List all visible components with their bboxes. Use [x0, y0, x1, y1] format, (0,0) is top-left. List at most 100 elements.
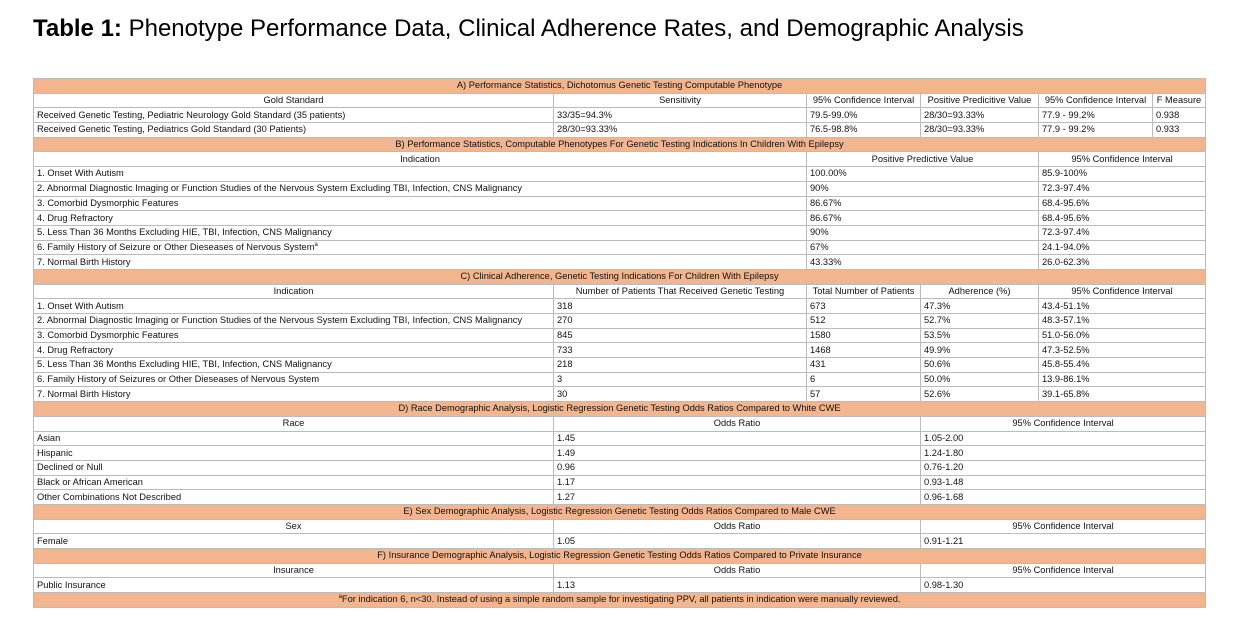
- table-cell: 270: [553, 313, 807, 329]
- data-row: Received Genetic Testing, Pediatric Neur…: [33, 107, 1207, 124]
- table-cell: Black or African American: [33, 474, 554, 491]
- table-cell: 1.45: [553, 430, 921, 447]
- table-cell: 4. Drug Refractory: [33, 210, 807, 226]
- table-cell: 6. Family History of Seizure or Other Di…: [33, 239, 807, 256]
- table-cell: Received Genetic Testing, Pediatric Neur…: [33, 107, 554, 124]
- table-cell: 1.24-1.80: [919, 445, 1207, 461]
- header-row: Race Odds Ratio 95% Confidence Interval: [33, 415, 1207, 432]
- data-row: 5. Less Than 36 Months Excluding HIE, TB…: [33, 357, 1207, 373]
- table-cell: 7. Normal Birth History: [33, 254, 807, 270]
- data-row: 1. Onset With Autism 100.00% 85.9-100%: [33, 166, 1207, 182]
- footnote: aFor indication 6, n<30. Instead of usin…: [32, 592, 1207, 608]
- header-row: Indication Positive Predictive Value 95% C…: [33, 151, 1207, 168]
- table-cell: Other Combinations Not Described: [33, 489, 554, 505]
- table-cell: 68.4-95.6%: [1037, 210, 1207, 226]
- table-cell: Asian: [33, 430, 554, 447]
- column-header: Gold Standard: [33, 92, 554, 109]
- section-row: A) Performance Statistics, Dichotomus Ge…: [32, 78, 1207, 94]
- column-header: 95% Confidence Interval: [806, 92, 921, 109]
- data-row: 3. Comorbid Dysmorphic Features 86.67% 68.…: [33, 195, 1207, 212]
- table-cell: 318: [553, 298, 807, 314]
- table-cell: 2. Abnormal Diagnostic Imaging or Functi…: [33, 313, 554, 329]
- header-row: Insurance Odds Ratio 95% Confidence Interv…: [33, 562, 1207, 579]
- data-row: 7. Normal Birth History 43.33% 26.0-62.3%: [33, 254, 1207, 270]
- footnote-marker: a: [314, 241, 318, 248]
- table-cell: 86.67%: [806, 210, 1039, 226]
- data-row: Black or African American 1.17 0.93-1.48: [33, 474, 1207, 491]
- data-row: 7. Normal Birth History 30 57 52.6% 39.1-65.…: [33, 386, 1207, 403]
- table-cell: 0.76-1.20: [919, 459, 1207, 476]
- table-cell: 6. Family History of Seizures or Other D…: [33, 371, 554, 388]
- column-header: Race: [33, 415, 554, 432]
- table-cell: 76.5-98.8%: [806, 122, 921, 138]
- column-header: Odds Ratio: [553, 415, 921, 432]
- table-cell: 67%: [806, 239, 1039, 256]
- table-cell: 51.0-56.0%: [1037, 327, 1207, 344]
- table-cell: 49.9%: [920, 342, 1039, 359]
- data-row: Declined or Null 0.96 0.76-1.20: [33, 459, 1207, 476]
- table-cell: Public Insurance: [33, 577, 554, 594]
- column-header: 95% Confidence Interval: [1037, 151, 1207, 168]
- table-cell: 0.96: [553, 459, 921, 476]
- data-row: 3. Comorbid Dysmorphic Features 845 1580 53…: [33, 327, 1207, 344]
- column-header: Sex: [33, 518, 554, 535]
- table-cell: 218: [553, 357, 807, 373]
- table-cell: 1.05-2.00: [919, 430, 1207, 447]
- table-cell: 1.05: [553, 533, 921, 549]
- table-cell: 4. Drug Refractory: [33, 342, 554, 359]
- data-row: 6. Family History of Seizures or Other D…: [33, 371, 1207, 388]
- table-cell: 72.3-97.4%: [1037, 224, 1207, 241]
- column-header: Sensitivity: [553, 92, 807, 109]
- column-header: F Measure: [1151, 92, 1207, 109]
- table-cell: 85.9-100%: [1037, 166, 1207, 182]
- section-title: C) Clinical Adherence, Genetic Testing I…: [32, 268, 1207, 285]
- table-cell: 86.67%: [806, 195, 1039, 212]
- cell-text: 6. Family History of Seizure or Other Di…: [37, 241, 315, 252]
- table-cell: 3. Comorbid Dysmorphic Features: [33, 195, 807, 212]
- column-header: Positive Predicitive Value: [920, 92, 1039, 109]
- data-row: 1. Onset With Autism 318 673 47.3% 43.4-51.1…: [33, 298, 1207, 314]
- footnote-row: aFor indication 6, n<30. Instead of usin…: [32, 592, 1207, 608]
- table-cell: 6: [806, 371, 921, 388]
- section-row: C) Clinical Adherence, Genetic Testing I…: [32, 268, 1207, 285]
- header-row: Indication Number of Patients That Receiv…: [33, 283, 1207, 300]
- data-row: 4. Drug Refractory 86.67% 68.4-95.6%: [33, 210, 1207, 226]
- table-cell: 845: [553, 327, 807, 344]
- table-cell: 43.33%: [806, 254, 1039, 270]
- table-cell: 0.96-1.68: [919, 489, 1207, 505]
- column-header: 95% Confidence Interval: [1038, 92, 1153, 109]
- table-cell: 1. Onset With Autism: [33, 166, 807, 182]
- data-row: Other Combinations Not Described 1.27 0.96…: [33, 489, 1207, 505]
- data-table: A) Performance Statistics, Dichotomus Ge…: [32, 78, 1207, 608]
- data-row: Received Genetic Testing, Pediatrics Gol…: [33, 122, 1207, 138]
- table-cell: Received Genetic Testing, Pediatrics Gol…: [33, 122, 554, 138]
- table-cell: Hispanic: [33, 445, 554, 461]
- table-cell: 30: [553, 386, 807, 403]
- header-row: Gold Standard Sensitivity 95% Confidence I…: [33, 92, 1207, 109]
- table-cell: 77.9 - 99.2%: [1038, 122, 1153, 138]
- column-header: 95% Confidence Interval: [919, 518, 1207, 535]
- table-cell: 52.7%: [920, 313, 1039, 329]
- table-cell: 33/35=94.3%: [553, 107, 807, 124]
- section-title: F) Insurance Demographic Analysis, Logis…: [32, 548, 1207, 564]
- table-cell: 77.9 - 99.2%: [1038, 107, 1153, 124]
- table-cell: 90%: [806, 224, 1039, 241]
- column-header: Insurance: [33, 562, 554, 579]
- table-cell: 13.9-86.1%: [1037, 371, 1207, 388]
- table-cell: 673: [806, 298, 921, 314]
- table-cell: Female: [33, 533, 554, 549]
- table-cell: 2. Abnormal Diagnostic Imaging or Functi…: [33, 180, 807, 197]
- column-header: Total Number of Patients: [806, 283, 921, 300]
- section-row: D) Race Demographic Analysis, Logistic R…: [32, 401, 1207, 417]
- table-cell: 39.1-65.8%: [1037, 386, 1207, 403]
- table-cell: 28/30=93.33%: [553, 122, 807, 138]
- column-header: Indication: [33, 151, 807, 168]
- data-row: Public Insurance 1.13 0.98-1.30: [33, 577, 1207, 594]
- table-cell: 48.3-57.1%: [1037, 313, 1207, 329]
- column-header: 95% Confidence Interval: [919, 562, 1207, 579]
- table-cell: 0.98-1.30: [919, 577, 1207, 594]
- table-cell: 1468: [806, 342, 921, 359]
- table-cell: 47.3%: [920, 298, 1039, 314]
- section-title: E) Sex Demographic Analysis, Logistic Re…: [32, 503, 1207, 520]
